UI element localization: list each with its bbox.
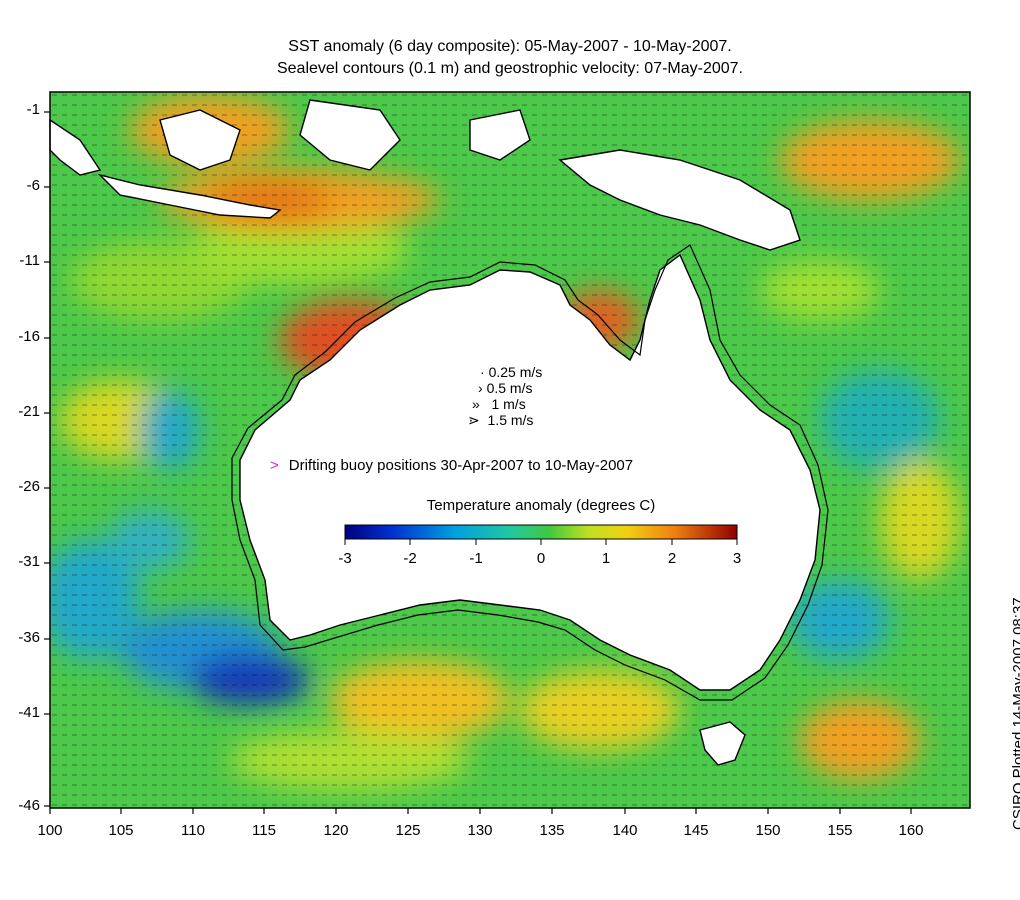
colorbar-tick-label: 1 <box>601 550 611 567</box>
colorbar-tick-label: -1 <box>469 550 483 567</box>
velocity-arrow-icon: › <box>478 380 483 396</box>
velocity-legend-0.25: · 0.25 m/s <box>480 364 543 380</box>
y-tick-label: -46 <box>18 797 40 814</box>
colorbar-tick-label: 3 <box>732 550 742 567</box>
map-title-line-2: Sealevel contours (0.1 m) and geostrophi… <box>276 60 743 77</box>
x-tick-label: 105 <box>108 822 134 839</box>
land-masses <box>49 99 821 766</box>
colorbar-tick-label: 2 <box>667 550 677 567</box>
colorbar-ticks <box>344 539 738 545</box>
x-tick-label: 110 <box>181 822 205 839</box>
y-tick-label: -26 <box>18 478 40 495</box>
ocean-anomaly-field <box>50 92 970 808</box>
x-tick-label: 125 <box>395 822 421 839</box>
x-tick-label: 100 <box>37 822 63 839</box>
velocity-legend-0.5: › 0.5 m/s <box>478 380 533 396</box>
axis-ticks <box>44 111 912 814</box>
y-tick-label: -41 <box>18 704 40 721</box>
x-tick-label: 140 <box>612 822 638 839</box>
colorbar-tick-label: 0 <box>536 550 546 567</box>
velocity-arrow-icon: ⋗ <box>468 412 480 428</box>
colorbar-title: Temperature anomaly (degrees C) <box>426 497 656 514</box>
x-tick-label: 135 <box>539 822 565 839</box>
velocity-legend-1.5: ⋗ 1.5 m/s <box>468 412 534 428</box>
colorbar <box>344 524 738 540</box>
x-tick-label: 120 <box>323 822 349 839</box>
plot-credit-label: CSIRO Plotted 14-May-2007 08:37 <box>1010 597 1020 830</box>
x-tick-label: 115 <box>252 822 276 839</box>
velocity-arrow-icon: » <box>472 396 480 412</box>
y-tick-label: -11 <box>19 252 40 269</box>
y-tick-label: -21 <box>18 403 40 420</box>
x-tick-label: 155 <box>827 822 853 839</box>
x-tick-label: 130 <box>467 822 493 839</box>
y-tick-label: -16 <box>18 328 40 345</box>
y-tick-label: -36 <box>18 629 40 646</box>
x-tick-label: 145 <box>683 822 709 839</box>
y-tick-label: -1 <box>26 101 40 118</box>
colorbar-tick-label: -3 <box>338 550 352 567</box>
buoy-legend: > Drifting buoy positions 30-Apr-2007 to … <box>270 457 633 474</box>
colorbar-tick-label: -2 <box>403 550 417 567</box>
velocity-arrow-icon: · <box>480 364 485 380</box>
y-tick-label: -6 <box>26 177 40 194</box>
continental-shelf-contour <box>231 244 829 701</box>
buoy-marker-icon: > <box>270 457 279 474</box>
buoy-legend-label: Drifting buoy positions 30-Apr-2007 to 1… <box>288 457 634 474</box>
y-tick-label: -31 <box>18 553 40 570</box>
velocity-legend-1: » 1 m/s <box>472 396 526 412</box>
x-tick-label: 160 <box>898 822 924 839</box>
map-title-line-1: SST anomaly (6 day composite): 05-May-20… <box>288 38 732 55</box>
x-tick-label: 150 <box>755 822 781 839</box>
plot-frame <box>49 91 971 809</box>
